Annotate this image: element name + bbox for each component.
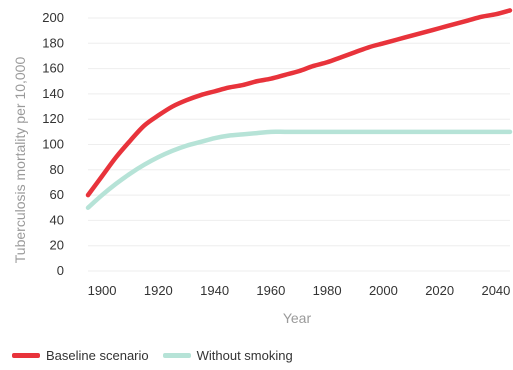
legend-swatch-baseline (12, 353, 40, 358)
legend-label-without-smoking: Without smoking (196, 348, 293, 363)
x-axis-title: Year (283, 310, 312, 326)
y-tick-label: 100 (42, 137, 64, 152)
y-tick-label: 120 (42, 111, 64, 126)
legend: Baseline scenario Without smoking (12, 348, 293, 363)
x-tick-label: 2040 (481, 283, 510, 298)
y-tick-label: 80 (50, 162, 64, 177)
y-tick-label: 20 (50, 238, 64, 253)
y-axis-title: Tuberculosis mortality per 10,000 (12, 57, 28, 264)
y-tick-label: 140 (42, 86, 64, 101)
grid-layer (88, 17, 510, 272)
series-layer (85, 8, 513, 210)
y-tick-label: 160 (42, 61, 64, 76)
legend-item-baseline: Baseline scenario (12, 348, 149, 363)
x-tick-label: 2000 (369, 283, 398, 298)
series-line-baseline-scenario (85, 8, 513, 198)
x-tick-label: 1900 (88, 283, 117, 298)
y-tick-label: 200 (42, 10, 64, 25)
legend-swatch-without-smoking (162, 353, 191, 358)
x-tick-label: 1980 (313, 283, 342, 298)
series-line-without-smoking (85, 129, 513, 210)
y-tick-label: 180 (42, 35, 64, 50)
x-tick-label: 1960 (256, 283, 285, 298)
x-tick-label: 2020 (425, 283, 454, 298)
x-axis-ticks: 1900 1920 1940 1960 1980 2000 2020 2040 (88, 283, 511, 298)
x-tick-label: 1920 (144, 283, 173, 298)
y-tick-label: 0 (57, 263, 64, 278)
legend-label-baseline: Baseline scenario (46, 348, 149, 363)
y-axis-ticks: 0 20 40 60 80 100 120 140 160 180 200 (42, 10, 64, 278)
legend-item-without-smoking: Without smoking (162, 348, 293, 363)
y-tick-label: 40 (50, 212, 64, 227)
y-tick-label: 60 (50, 187, 64, 202)
x-tick-label: 1940 (200, 283, 229, 298)
